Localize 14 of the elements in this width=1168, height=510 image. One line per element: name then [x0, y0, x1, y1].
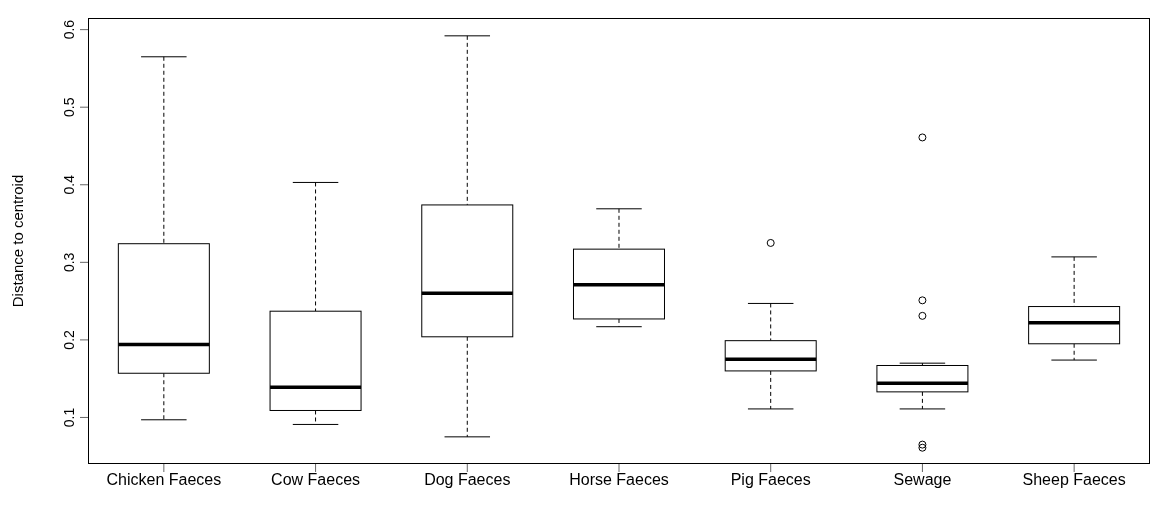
y-tick-label: 0.5 [61, 97, 77, 117]
x-tick-label: Sheep Faeces [1022, 471, 1126, 489]
x-tick-label: Horse Faeces [569, 471, 669, 489]
y-tick-label: 0.2 [61, 329, 77, 350]
x-tick-label: Cow Faeces [271, 471, 361, 489]
y-axis-title: Distance to centroid [9, 174, 27, 308]
x-tick-label: Chicken Faeces [106, 471, 222, 489]
y-tick-label: 0.4 [61, 174, 77, 195]
y-tick-label: 0.6 [61, 19, 77, 40]
y-tick-label: 0.1 [61, 407, 77, 428]
y-tick-label: 0.3 [61, 252, 77, 273]
x-tick-label: Sewage [893, 471, 952, 489]
x-tick-label: Dog Faeces [424, 471, 511, 489]
x-tick-label: Pig Faeces [730, 471, 811, 489]
